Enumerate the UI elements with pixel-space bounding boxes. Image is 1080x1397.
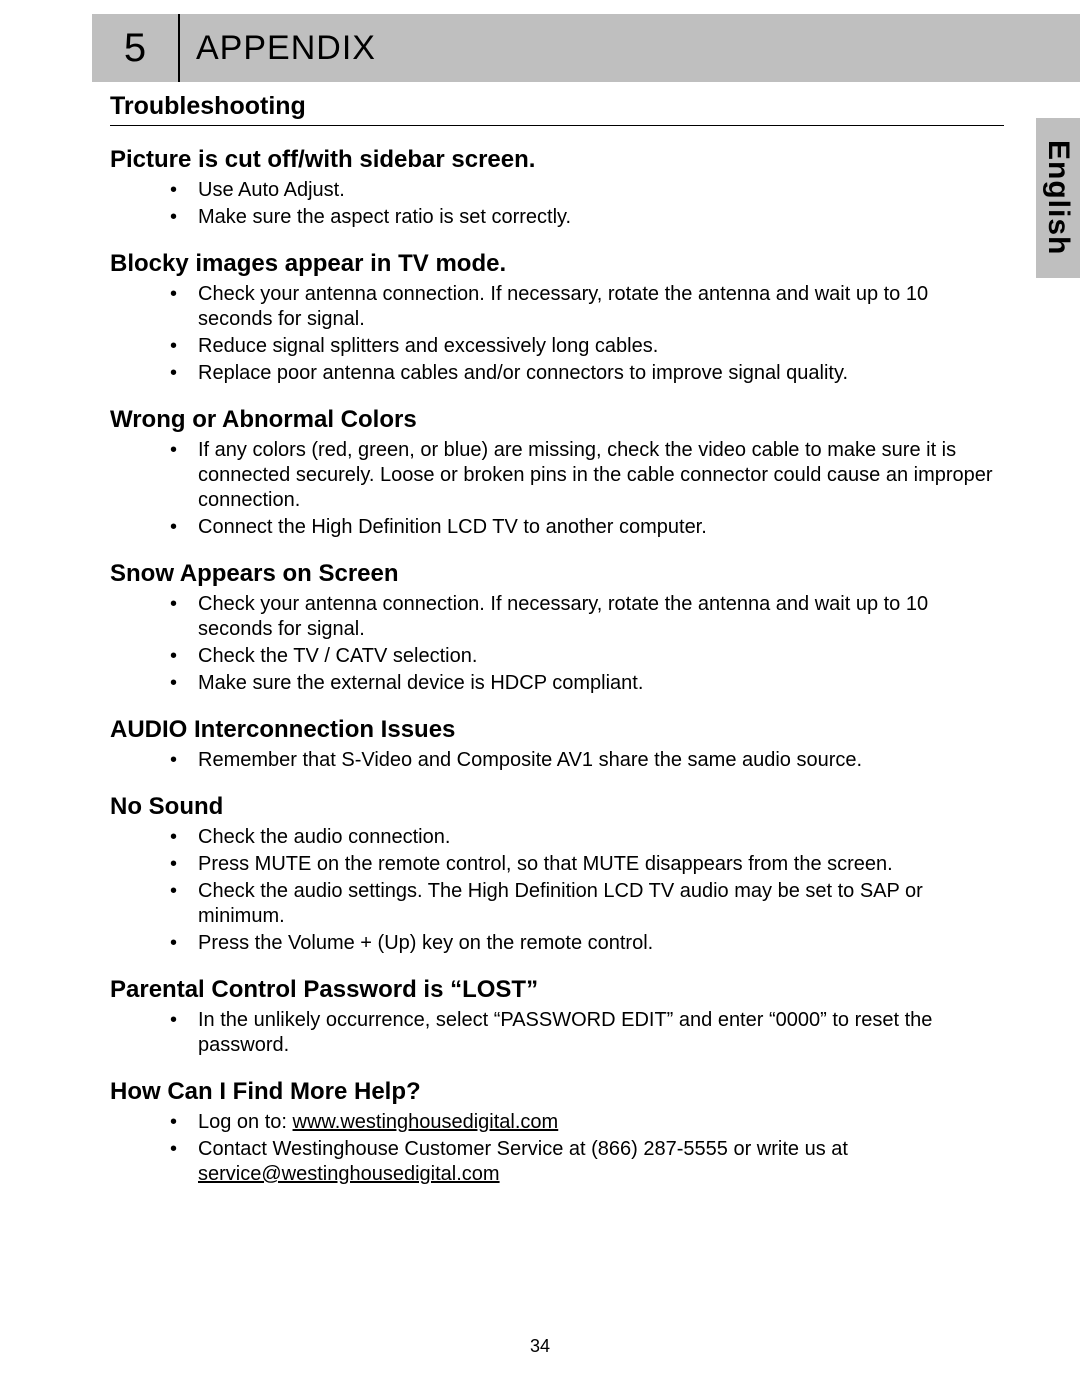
list-item: Make sure the aspect ratio is set correc… — [170, 205, 1004, 230]
section-heading: Picture is cut off/with sidebar screen. — [110, 146, 1004, 174]
section-heading: Snow Appears on Screen — [110, 560, 1004, 588]
website-link[interactable]: www.westinghousedigital.com — [293, 1111, 559, 1133]
list-item: Check the TV / CATV selection. — [170, 644, 1004, 669]
list-item: Check the audio connection. — [170, 825, 1004, 850]
bullet-list: In the unlikely occurrence, select “PASS… — [110, 1008, 1004, 1058]
language-label: English — [1041, 140, 1075, 255]
bullet-list: Check the audio connection.Press MUTE on… — [110, 825, 1004, 956]
sections-container: Picture is cut off/with sidebar screen. U… — [110, 146, 1004, 1058]
help-heading: How Can I Find More Help? — [110, 1078, 1004, 1106]
email-link[interactable]: service@westinghousedigital.com — [198, 1163, 500, 1185]
section-heading: No Sound — [110, 793, 1004, 821]
help-log-prefix: Log on to: — [198, 1111, 293, 1133]
chapter-title: APPENDIX — [180, 29, 376, 68]
list-item: Remember that S-Video and Composite AV1 … — [170, 748, 1004, 773]
list-item: Press MUTE on the remote control, so tha… — [170, 852, 1004, 877]
section-heading: AUDIO Interconnection Issues — [110, 716, 1004, 744]
help-item-website: Log on to: www.westinghousedigital.com — [170, 1110, 1004, 1135]
section-heading: Blocky images appear in TV mode. — [110, 250, 1004, 278]
list-item: Press the Volume + (Up) key on the remot… — [170, 931, 1004, 956]
bullet-list: If any colors (red, green, or blue) are … — [110, 438, 1004, 540]
chapter-header: 5 APPENDIX — [92, 14, 1080, 82]
list-item: Check your antenna connection. If necess… — [170, 282, 1004, 332]
main-title: Troubleshooting — [110, 92, 1004, 126]
list-item: If any colors (red, green, or blue) are … — [170, 438, 1004, 513]
list-item: Use Auto Adjust. — [170, 178, 1004, 203]
bullet-list: Check your antenna connection. If necess… — [110, 282, 1004, 386]
list-item: Check your antenna connection. If necess… — [170, 592, 1004, 642]
list-item: Replace poor antenna cables and/or conne… — [170, 361, 1004, 386]
list-item: Connect the High Definition LCD TV to an… — [170, 515, 1004, 540]
list-item: In the unlikely occurrence, select “PASS… — [170, 1008, 1004, 1058]
help-list: Log on to: www.westinghousedigital.com C… — [110, 1110, 1004, 1187]
bullet-list: Check your antenna connection. If necess… — [110, 592, 1004, 696]
page-content: Troubleshooting Picture is cut off/with … — [110, 92, 1004, 1193]
list-item: Check the audio settings. The High Defin… — [170, 879, 1004, 929]
section-heading: Parental Control Password is “LOST” — [110, 976, 1004, 1004]
help-item-contact: Contact Westinghouse Customer Service at… — [170, 1137, 1004, 1187]
page-number: 34 — [0, 1336, 1080, 1357]
bullet-list: Remember that S-Video and Composite AV1 … — [110, 748, 1004, 773]
chapter-number: 5 — [92, 14, 180, 82]
list-item: Make sure the external device is HDCP co… — [170, 671, 1004, 696]
section-heading: Wrong or Abnormal Colors — [110, 406, 1004, 434]
bullet-list: Use Auto Adjust.Make sure the aspect rat… — [110, 178, 1004, 230]
list-item: Reduce signal splitters and excessively … — [170, 334, 1004, 359]
help-contact-prefix: Contact Westinghouse Customer Service at… — [198, 1138, 848, 1160]
language-tab: English — [1036, 118, 1080, 278]
